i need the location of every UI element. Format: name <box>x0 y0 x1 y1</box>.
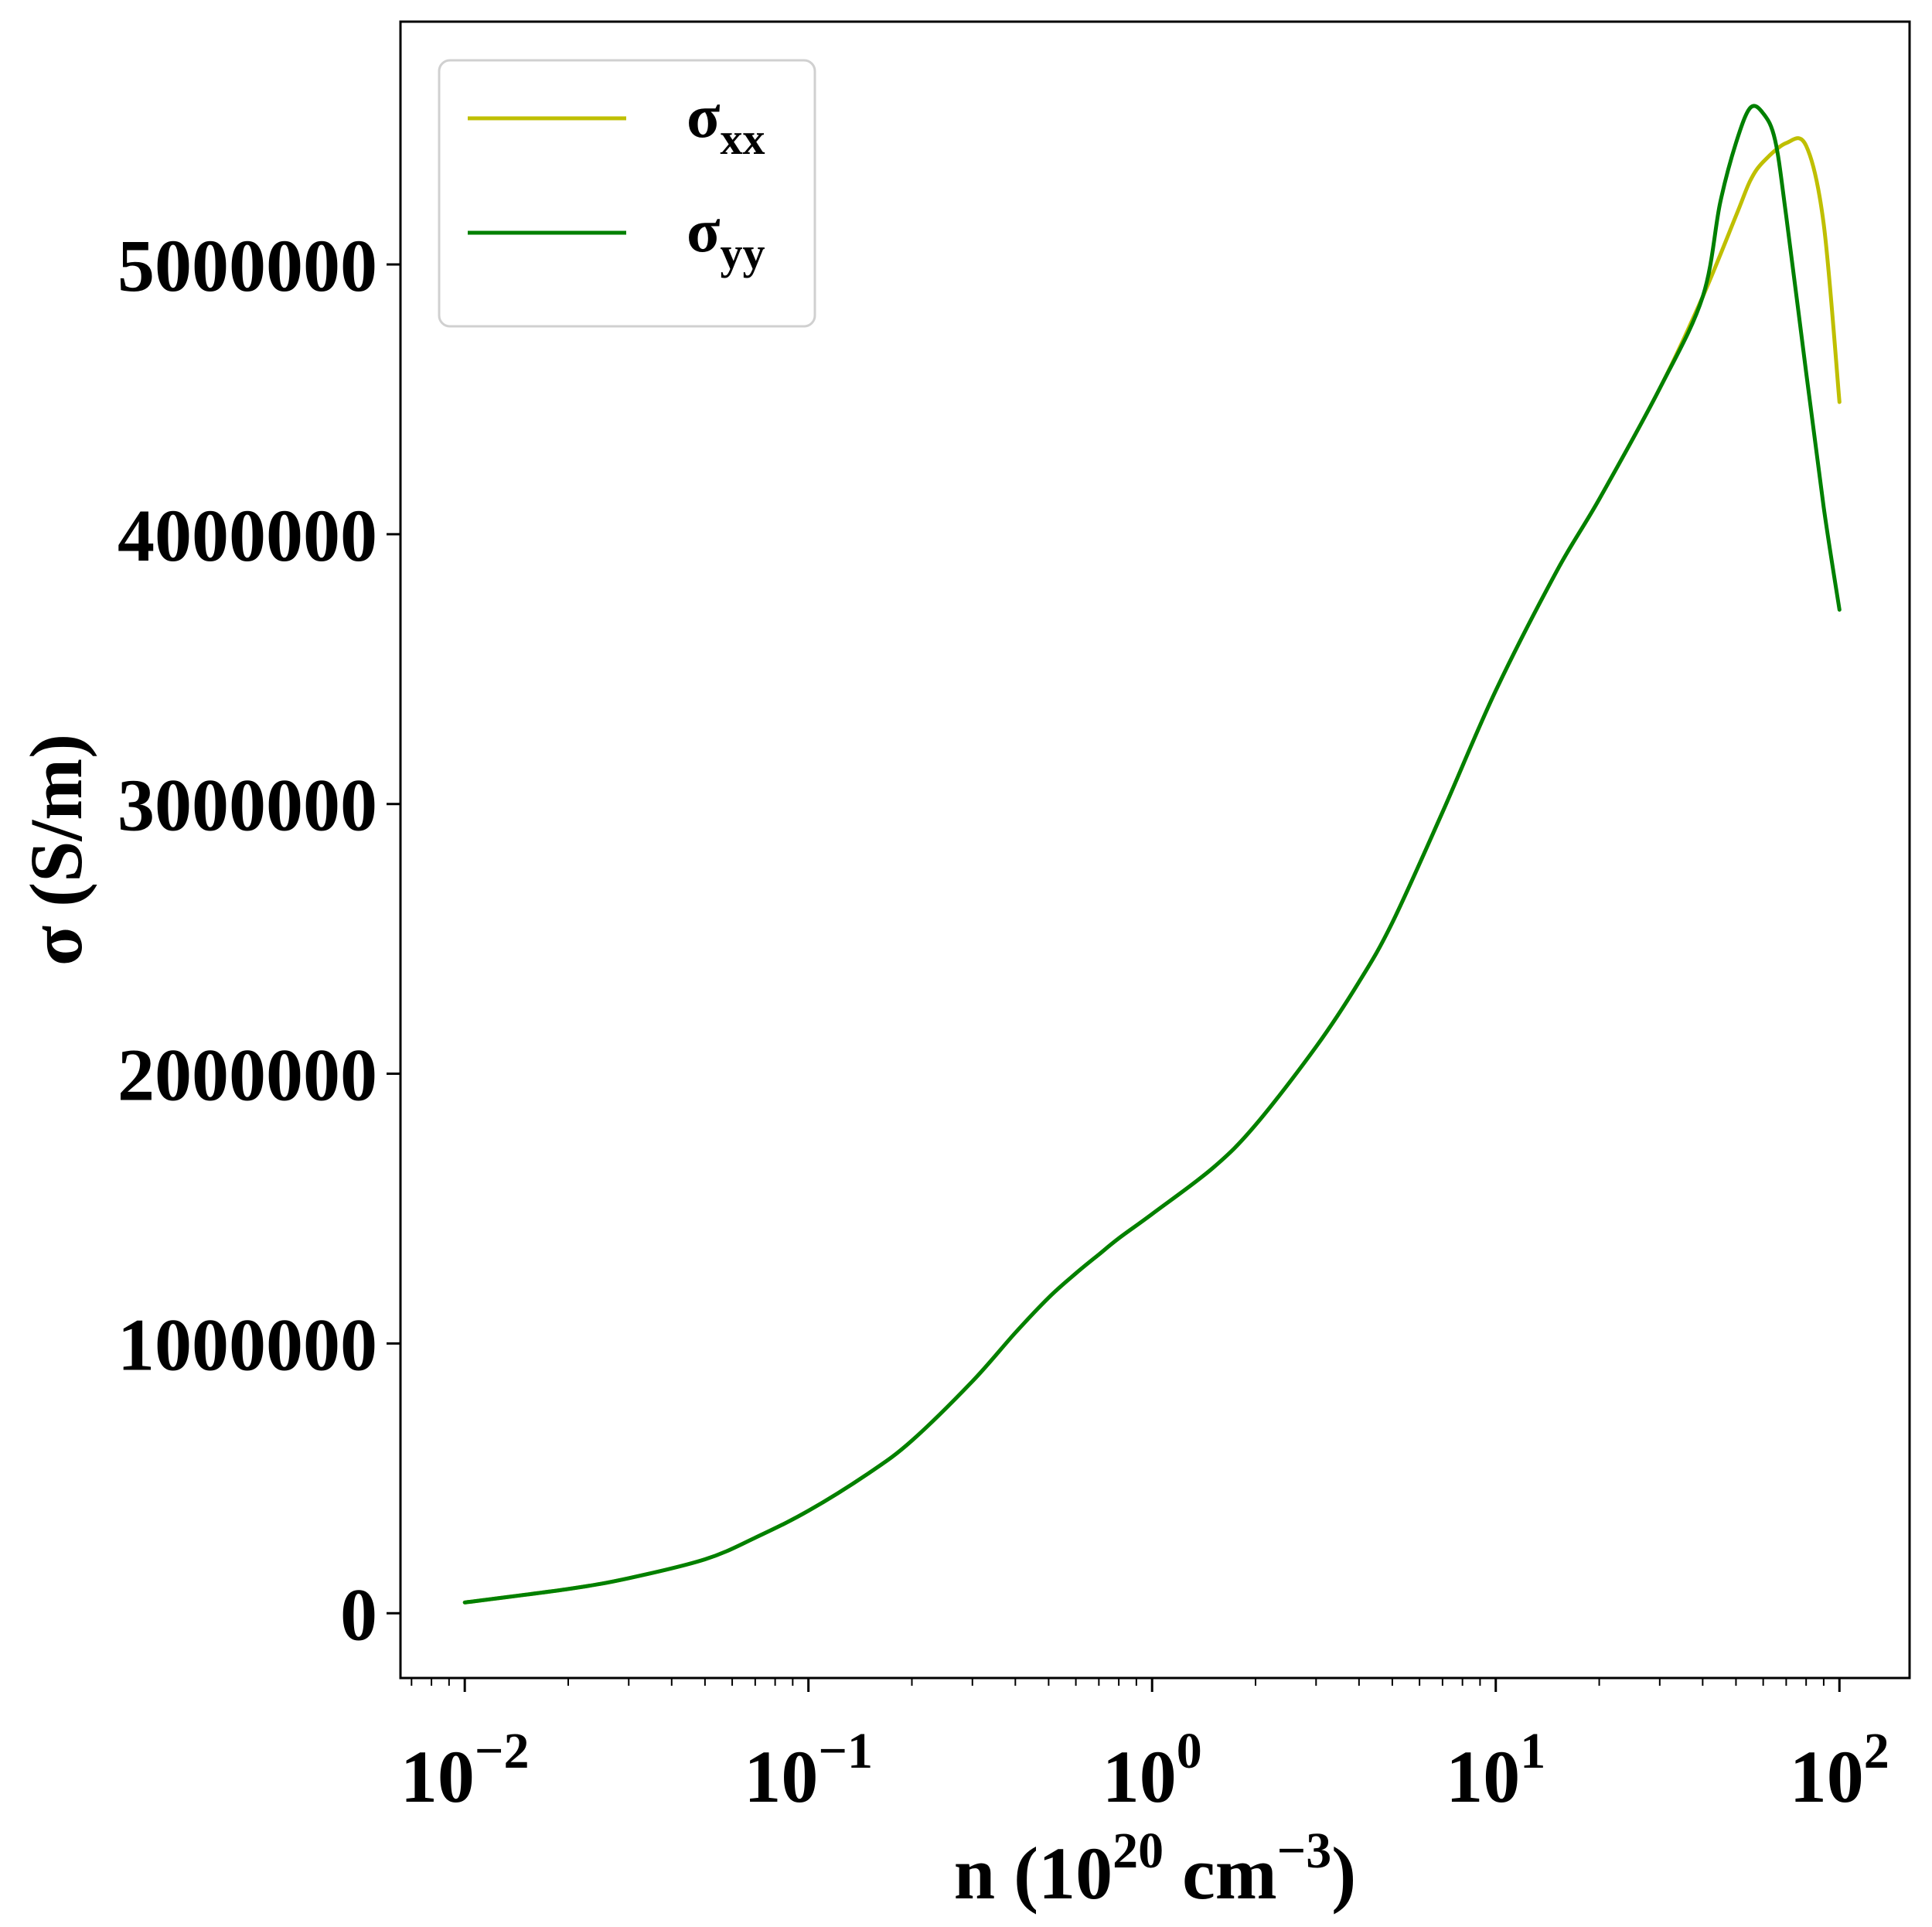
legend-label-xx: σxx <box>687 83 765 164</box>
y-axis-label: σ (S/m) <box>15 734 97 966</box>
y-tick-label: 2000000 <box>118 1034 377 1117</box>
y-tick-label: 3000000 <box>118 764 377 847</box>
legend: σxx σyy <box>438 59 816 328</box>
y-tick-label: 4000000 <box>118 494 377 577</box>
series-line-yy <box>462 104 1842 1605</box>
y-tick-label: 1000000 <box>118 1303 377 1386</box>
x-tick-label: 102 <box>1790 1723 1889 1818</box>
y-axis-ticks: 0 1000000 2000000 3000000 4000000 5000000 <box>118 224 400 1656</box>
series-layer <box>462 104 1842 1605</box>
legend-box <box>438 59 816 328</box>
y-tick-label: 0 <box>340 1573 377 1656</box>
x-tick-label: 10−2 <box>400 1723 530 1818</box>
series-line-xx <box>462 136 1842 1605</box>
x-axis-label: n (1020 cm−3) <box>954 1823 1357 1915</box>
y-tick-label: 5000000 <box>118 224 377 307</box>
legend-label-yy: σyy <box>687 197 765 278</box>
x-axis-ticks: 10−2 10−1 100 101 102 <box>400 1678 1889 1818</box>
x-tick-label: 101 <box>1446 1723 1545 1818</box>
plot-frame <box>399 20 1911 1680</box>
x-tick-label: 100 <box>1102 1723 1202 1818</box>
x-tick-label: 10−1 <box>744 1723 873 1818</box>
